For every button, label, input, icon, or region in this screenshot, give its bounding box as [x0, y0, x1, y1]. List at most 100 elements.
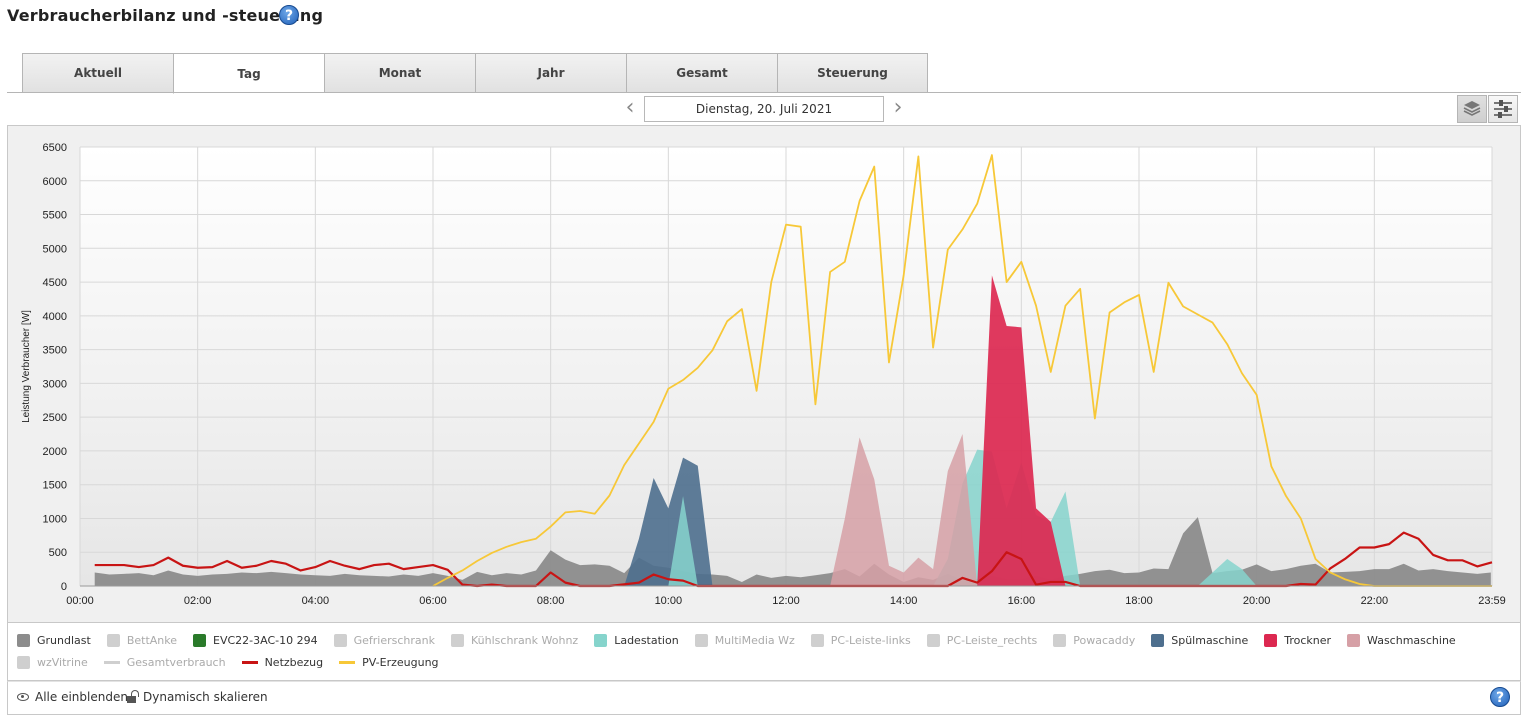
x-tick-label: 20:00 — [1243, 595, 1271, 607]
y-tick-label: 1000 — [43, 513, 67, 525]
legend-item[interactable]: Grundlast — [17, 629, 91, 651]
y-tick-label: 6500 — [43, 142, 67, 154]
area-trockner[interactable] — [977, 275, 1066, 586]
legend-label: Grundlast — [37, 633, 91, 647]
unlock-icon — [127, 689, 139, 703]
legend-swatch — [594, 633, 608, 647]
x-tick-label: 16:00 — [1008, 595, 1036, 607]
legend-label: Netzbezug — [264, 655, 324, 669]
chart-panel: 0 500 1000 1500 2000 2500 3000 3500 4000 4500 5000… — [7, 125, 1521, 623]
legend-item[interactable]: Powacaddy — [1053, 629, 1135, 651]
y-tick-label: 6000 — [43, 176, 67, 188]
x-tick-label: 10:00 — [655, 595, 683, 607]
help-icon-bottom[interactable]: ? — [1490, 687, 1510, 707]
y-tick-label: 3500 — [43, 345, 67, 357]
y-tick-label: 4500 — [43, 277, 67, 289]
x-tick-label: 00:00 — [66, 595, 94, 607]
tab-monat[interactable]: Monat — [324, 53, 475, 93]
show-all-button[interactable]: Alle einblenden — [17, 690, 128, 704]
legend-swatch — [193, 633, 207, 647]
tab-aktuell[interactable]: Aktuell — [22, 53, 173, 93]
y-tick-label: 5500 — [43, 210, 67, 222]
show-all-label: Alle einblenden — [35, 690, 128, 704]
legend-item[interactable]: Netzbezug — [241, 651, 324, 673]
y-tick-label: 3000 — [43, 378, 67, 390]
tab-gesamt[interactable]: Gesamt — [626, 53, 777, 93]
legend-swatch — [1151, 633, 1165, 647]
legend-swatch — [241, 660, 258, 664]
x-tick-label: 22:00 — [1361, 595, 1389, 607]
legend-label: PC-Leiste-links — [830, 633, 911, 647]
tab-divider — [7, 92, 1521, 93]
list-icon — [1494, 100, 1512, 118]
area-grundlast[interactable] — [94, 517, 1491, 586]
legend-swatch — [694, 633, 708, 647]
legend-swatch — [333, 633, 347, 647]
area-ladestation[interactable] — [668, 496, 698, 586]
legend-label: EVC22-3AC-10 294 — [213, 633, 318, 647]
legend-label: Kühlschrank Wohnz — [471, 633, 579, 647]
tab-steuerung[interactable]: Steuerung — [777, 53, 928, 93]
legend-label: Spülmaschine — [1171, 633, 1249, 647]
y-tick-label: 0 — [61, 581, 67, 593]
legend-label: PC-Leiste_rechts — [946, 633, 1038, 647]
footer-bar: Alle einblenden Dynamisch skalieren — [7, 681, 1521, 715]
x-tick-label: 06:00 — [419, 595, 447, 607]
legend-label: MultiMedia Wz — [714, 633, 795, 647]
dynamic-scale-button[interactable]: Dynamisch skalieren — [127, 689, 268, 704]
date-display[interactable]: Dienstag, 20. Juli 2021 — [644, 96, 884, 122]
line-netzbezug[interactable] — [94, 531, 1493, 588]
x-tick-label: 12:00 — [772, 595, 800, 607]
legend-swatch — [106, 633, 120, 647]
legend-item[interactable]: Gefrierschrank — [333, 629, 435, 651]
legend-swatch — [339, 660, 356, 664]
tab-tag[interactable]: Tag — [173, 53, 324, 94]
legend-label: PV-Erzeugung — [362, 655, 439, 669]
y-tick-label: 4000 — [43, 311, 67, 323]
x-tick-label: 14:00 — [890, 595, 918, 607]
y-axis-label: Leistung Verbraucher [W] — [21, 310, 32, 423]
chevron-left-icon[interactable]: ‹ — [625, 95, 635, 120]
line-pv-erzeugung[interactable] — [432, 154, 1492, 587]
page-title: Verbraucherbilanz und -steuerung — [7, 6, 324, 25]
legend-swatch — [810, 633, 824, 647]
legend-item[interactable]: Spülmaschine — [1151, 629, 1248, 651]
power-chart[interactable]: 0 500 1000 1500 2000 2500 3000 3500 4000 4500 5000… — [8, 126, 1522, 624]
y-tick-label: 5000 — [43, 243, 67, 255]
legend-item[interactable]: BettAnke — [106, 629, 177, 651]
legend-item[interactable]: EVC22-3AC-10 294 — [193, 629, 318, 651]
legend-label: Ladestation — [614, 633, 679, 647]
legend-item[interactable]: Kühlschrank Wohnz — [451, 629, 578, 651]
area-waschmaschine[interactable] — [830, 434, 978, 586]
legend-swatch — [1264, 633, 1278, 647]
stacked-view-button[interactable] — [1457, 95, 1487, 123]
legend-item[interactable]: PC-Leiste-links — [810, 629, 911, 651]
legend-item[interactable]: Ladestation — [594, 629, 679, 651]
legend-item[interactable]: Trockner — [1264, 629, 1331, 651]
legend-label: Gefrierschrank — [353, 633, 435, 647]
list-view-button[interactable] — [1488, 95, 1518, 123]
help-icon[interactable]: ? — [279, 5, 299, 25]
legend-label: Trockner — [1284, 633, 1332, 647]
x-tick-label: 04:00 — [302, 595, 330, 607]
legend-item[interactable]: PC-Leiste_rechts — [926, 629, 1038, 651]
legend-item[interactable]: MultiMedia Wz — [694, 629, 795, 651]
dynamic-scale-label: Dynamisch skalieren — [143, 690, 268, 704]
eye-icon — [17, 693, 29, 701]
x-tick-label: 23:59 — [1478, 595, 1506, 607]
legend-label: Gesamtverbrauch — [126, 655, 226, 669]
tab-bar: Aktuell Tag Monat Jahr Gesamt Steuerung — [22, 53, 928, 94]
layers-icon — [1463, 101, 1481, 116]
legend-item[interactable]: PV-Erzeugung — [339, 651, 439, 673]
chevron-right-icon[interactable]: › — [893, 95, 903, 120]
x-tick-label: 02:00 — [184, 595, 212, 607]
legend-item[interactable]: wzVitrine — [17, 651, 88, 673]
legend-label: wzVitrine — [37, 655, 88, 669]
tab-jahr[interactable]: Jahr — [475, 53, 626, 93]
legend-item[interactable]: Gesamtverbrauch — [103, 651, 226, 673]
legend-swatch — [17, 655, 30, 669]
x-tick-label: 08:00 — [537, 595, 565, 607]
y-tick-label: 2000 — [43, 446, 67, 458]
area-ladestation[interactable] — [1197, 558, 1257, 586]
legend-item[interactable]: Waschmaschine — [1347, 629, 1456, 651]
